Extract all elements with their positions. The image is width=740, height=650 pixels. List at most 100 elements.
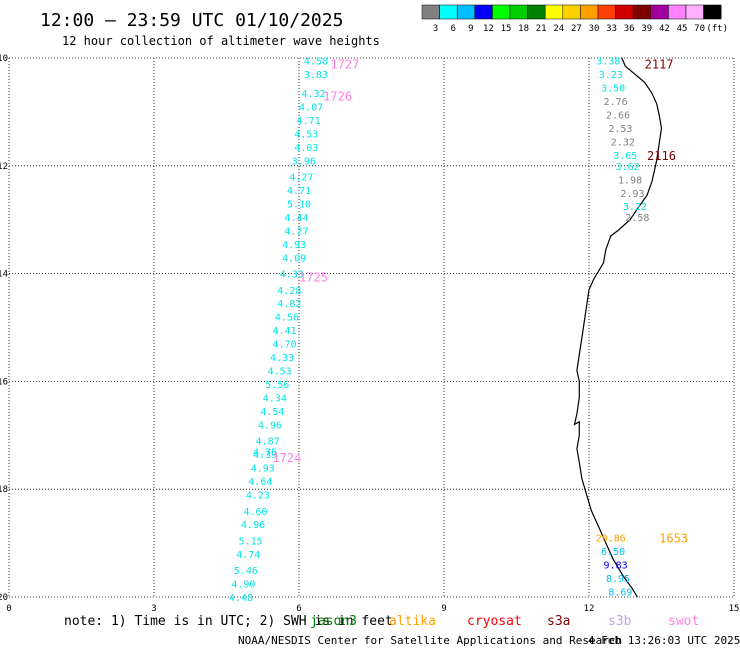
satellite-name-jason3: jason3 xyxy=(310,614,357,629)
wave-height-label: 4.27 xyxy=(289,173,313,184)
legend-label: (ft) xyxy=(706,24,728,34)
pass-number-label: 1726 xyxy=(323,90,352,104)
lon-tick-label: 0 xyxy=(6,604,11,614)
wave-height-label: 4.23 xyxy=(246,491,270,502)
wave-height-label: 4.87 xyxy=(256,437,280,448)
wave-height-label: 4.33 xyxy=(270,353,294,364)
wave-height-label: 4.96 xyxy=(241,520,265,531)
wave-height-label: 3.38 xyxy=(596,57,620,68)
wave-height-label: 4.53 xyxy=(294,129,318,140)
wave-height-label: 4.60 xyxy=(243,507,267,518)
satellite-tracks: 4.58 3.83 4.32 4.07 4.71 4.53 4.03 3.96 4.27 4.71… xyxy=(229,57,688,604)
wave-height-label: 3.50 xyxy=(601,84,625,95)
wave-height-label: 5.15 xyxy=(239,536,263,547)
track-2116-2117: 3.38 3.23 3.50 2.76 2.66 2.53 2.32 3.653.62 1.98… xyxy=(596,57,676,224)
track-1653: 29.86 6.50 9.83 8.95 8.69 1653 xyxy=(596,532,688,599)
wave-height-label: 4.71 xyxy=(297,116,321,127)
wave-height-label: 3.65 xyxy=(613,151,637,162)
wave-height-label: 5.46 xyxy=(234,566,258,577)
satellite-name-swot: swot xyxy=(668,614,699,629)
map-title: 12:00 — 23:59 UTC 01/10/2025 xyxy=(40,10,343,31)
legend-swatch xyxy=(597,4,616,20)
wave-height-label: 4.09 xyxy=(282,253,306,264)
axis-ticks: 0 3 6 9 12 15 -10 -12 -14 -16 -18 -20 xyxy=(0,54,739,614)
track-1724-1727: 4.58 3.83 4.32 4.07 4.71 4.53 4.03 3.96 4.27 4.71… xyxy=(229,57,359,604)
wave-height-label: 4.56 xyxy=(275,313,299,324)
satellite-name-altika: altika xyxy=(389,614,436,629)
wave-height-label: 4.33 xyxy=(280,270,304,281)
wave-height-label: 4.44 xyxy=(285,213,309,224)
legend-label: 18 xyxy=(518,24,529,34)
wave-height-label: 2.32 xyxy=(611,138,635,149)
lat-lon-grid xyxy=(8,57,735,598)
satellite-name-s3b: s3b xyxy=(608,614,632,629)
pass-number-label: 1724 xyxy=(272,451,301,465)
wave-height-label: 6.50 xyxy=(601,547,625,558)
pass-number-label: 1653 xyxy=(659,532,688,546)
legend-swatch xyxy=(509,4,528,20)
lat-tick-label: -16 xyxy=(0,377,8,387)
wave-height-label: 3.83 xyxy=(304,70,328,81)
wave-height-label: 2.93 xyxy=(620,189,644,200)
wave-height-label: 2.66 xyxy=(606,111,630,122)
wave-height-label: 4.54 xyxy=(260,407,284,418)
legend-swatch xyxy=(668,4,687,20)
legend-label: 9 xyxy=(468,24,473,34)
wave-height-label: 5.10 xyxy=(287,200,311,211)
legend-swatch xyxy=(562,4,581,20)
wave-height-label: 4.93 xyxy=(251,464,275,475)
wave-height-color-legend: 3 6 9 12 15 18 21 24 27 30 33 36 39 42 45 70 (ft) xyxy=(421,4,728,34)
footer-timestamp: 4 Feb 13:26:03 UTC 2025 xyxy=(588,634,740,647)
wave-height-label: 1.98 xyxy=(618,175,642,186)
pass-number-label: 1727 xyxy=(330,57,359,71)
legend-label: 30 xyxy=(589,24,600,34)
legend-swatch xyxy=(685,4,704,20)
legend-label: 45 xyxy=(677,24,688,34)
wave-height-label: 4.74 xyxy=(236,550,260,561)
wave-height-label: 9.83 xyxy=(604,561,628,572)
wave-height-label: 4.75 xyxy=(253,447,277,458)
coastline-path xyxy=(573,57,663,598)
wave-height-label: 4.90 xyxy=(231,580,255,591)
wave-height-label: 3.23 xyxy=(599,70,623,81)
wave-height-label: 4.93 xyxy=(282,240,306,251)
legend-label: 24 xyxy=(553,24,564,34)
legend-swatch xyxy=(703,4,722,20)
wave-height-label: 4.27 xyxy=(285,226,309,237)
legend-label: 6 xyxy=(450,24,455,34)
wave-height-label: 4.28 xyxy=(277,286,301,297)
legend-swatch xyxy=(492,4,511,20)
legend-swatch xyxy=(439,4,458,20)
wave-height-label: 2.58 xyxy=(625,213,649,224)
wave-height-label: 4.64 xyxy=(248,477,272,488)
wave-height-label: 4.03 xyxy=(294,143,318,154)
lat-tick-label: -14 xyxy=(0,270,8,280)
wave-height-label: 2.76 xyxy=(604,97,628,108)
legend-swatch xyxy=(456,4,476,20)
lon-tick-label: 12 xyxy=(584,604,595,614)
legend-swatch xyxy=(615,4,634,20)
wave-height-label: 4.07 xyxy=(299,103,323,114)
wave-height-label: 3.96 xyxy=(292,156,316,167)
satellite-name-cryosat: cryosat xyxy=(467,614,522,629)
lat-tick-label: -20 xyxy=(0,593,8,603)
pass-number-label: 2116 xyxy=(647,149,676,163)
wave-height-label: 29.86 xyxy=(596,534,626,545)
coastline xyxy=(573,57,663,598)
legend-label: 15 xyxy=(501,24,512,34)
wave-height-label: 4.32 xyxy=(301,89,325,100)
wave-height-label: 3.62 xyxy=(616,162,640,173)
wave-height-label: 4.96 xyxy=(258,421,282,432)
legend-label: 12 xyxy=(483,24,494,34)
wave-height-label: 4.53 xyxy=(268,367,292,378)
wave-height-label: 5.56 xyxy=(265,380,289,391)
wave-height-label: 4.70 xyxy=(272,340,296,351)
wave-height-label: 4.58 xyxy=(304,57,328,68)
lat-tick-label: -18 xyxy=(0,485,8,495)
wave-height-label: 4.34 xyxy=(263,394,287,405)
lat-tick-label: -10 xyxy=(0,54,8,64)
map-subtitle: 12 hour collection of altimeter wave hei… xyxy=(62,34,380,48)
legend-swatch xyxy=(474,4,493,20)
wave-height-label: 8.95 xyxy=(606,574,630,585)
